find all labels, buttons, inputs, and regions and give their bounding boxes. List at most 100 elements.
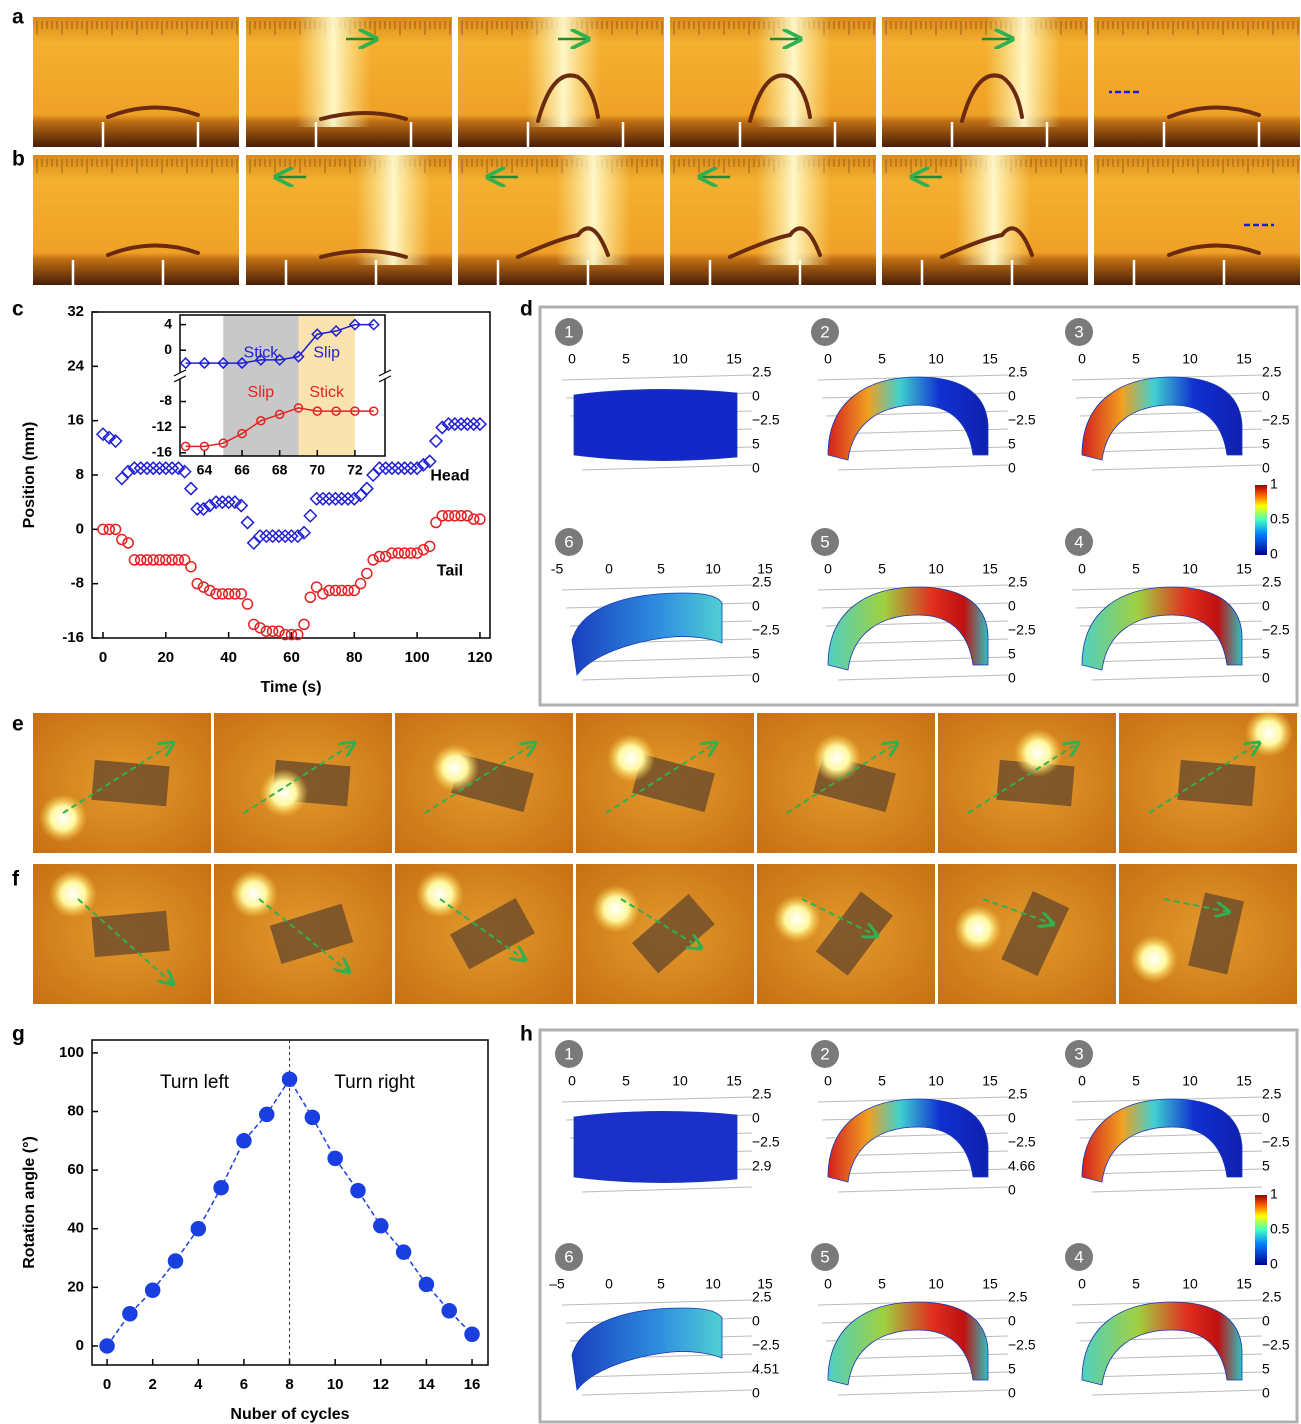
- marker: [303, 508, 318, 523]
- x-tick-label: 0: [99, 649, 107, 666]
- wireframe: [577, 656, 753, 663]
- z-tick-label: −2.5: [1008, 1134, 1036, 1150]
- z-tick-label: 5: [752, 646, 760, 662]
- actuator: [1167, 243, 1261, 257]
- marker: [121, 464, 136, 479]
- marker: [99, 1338, 115, 1354]
- frame-badge: [555, 1243, 583, 1271]
- z-tick-label: −2.5: [1008, 622, 1036, 638]
- marker: [235, 588, 247, 600]
- frame-number: 4: [1074, 1247, 1083, 1266]
- photo: [214, 864, 392, 1004]
- marker: [278, 529, 293, 544]
- wireframe: [577, 1371, 753, 1378]
- marker: [354, 577, 367, 590]
- z-tick-label: 5: [1262, 646, 1270, 662]
- marker: [179, 357, 192, 370]
- z-tick-label: 0: [752, 670, 760, 686]
- region-label: Slip: [313, 344, 340, 361]
- light-beam: [986, 17, 1061, 127]
- marker: [273, 625, 285, 637]
- frame-number: 1: [564, 322, 573, 341]
- ruler: [36, 159, 238, 173]
- marker: [395, 1244, 412, 1260]
- marker: [127, 461, 142, 476]
- z-tick-label: 2.5: [1262, 574, 1282, 590]
- marker: [191, 577, 203, 590]
- photo: [882, 155, 1088, 285]
- marker: [398, 547, 411, 559]
- x-tick-label: 5: [1132, 1073, 1140, 1089]
- frame-number: 2: [820, 322, 829, 341]
- photo: [458, 155, 664, 285]
- marker: [258, 1106, 275, 1123]
- z-tick-label: 2.5: [1262, 1289, 1282, 1305]
- light-spot: [260, 769, 308, 817]
- x-tick-label: 15: [1236, 1276, 1252, 1292]
- marker: [340, 491, 356, 506]
- colorbar-label: 0: [1270, 1256, 1278, 1272]
- marker: [246, 535, 261, 550]
- y-tick-label: -8: [71, 575, 84, 592]
- x-axis-label: Time (s): [260, 679, 321, 696]
- marker: [441, 417, 456, 432]
- photo: [1119, 709, 1297, 853]
- marker: [95, 427, 111, 442]
- actuator: [106, 105, 200, 119]
- marker: [290, 529, 305, 544]
- path-arrow: [1163, 898, 1229, 912]
- marker: [296, 525, 312, 540]
- x-tick-label: 14: [418, 1376, 435, 1393]
- path-arrow: [967, 743, 1078, 814]
- x-tick-label: 5: [878, 1276, 886, 1292]
- colorbar: [1255, 1195, 1267, 1265]
- photo-bg: [33, 17, 239, 147]
- wireframe: [561, 374, 753, 381]
- marker: [348, 318, 361, 331]
- x-tick-label: 70: [310, 462, 326, 478]
- wireframe: [581, 1186, 753, 1193]
- marker: [171, 461, 186, 476]
- marker: [315, 491, 330, 506]
- marker: [271, 529, 286, 544]
- marker: [279, 628, 291, 641]
- y-tick-label: -8: [160, 392, 173, 408]
- marker: [435, 420, 450, 435]
- panel-label: f: [12, 868, 20, 891]
- marker: [405, 547, 417, 559]
- marker: [248, 618, 260, 631]
- wireframe: [561, 584, 753, 591]
- light-beam: [956, 155, 1031, 265]
- actuator: [631, 893, 715, 974]
- x-tick-label: 15: [726, 351, 742, 367]
- marker: [153, 554, 166, 566]
- z-tick-label: 4.51: [752, 1361, 779, 1377]
- z-tick-label: 0: [752, 598, 760, 614]
- path-arrow: [786, 743, 897, 814]
- frame-number: 6: [564, 532, 573, 551]
- x-tick-label: 10: [928, 561, 944, 577]
- x-tick-label: 0: [1078, 1073, 1086, 1089]
- panel-label: b: [12, 148, 25, 171]
- x-tick-label: 15: [982, 351, 998, 367]
- marker: [378, 461, 393, 476]
- marker: [292, 628, 304, 641]
- frame-number: 5: [820, 532, 829, 551]
- z-tick-label: −2.5: [1262, 412, 1290, 428]
- y-tick-label: 24: [67, 357, 84, 374]
- frame-number: 4: [1074, 532, 1083, 551]
- marker: [229, 588, 241, 600]
- wireframe: [581, 674, 753, 681]
- panel-d-frame: [538, 305, 1299, 707]
- photo: [214, 713, 392, 853]
- deformed-body: [1081, 376, 1243, 461]
- photo: [246, 155, 452, 285]
- z-tick-label: 0: [1008, 460, 1016, 476]
- marker: [410, 461, 425, 476]
- wireframe: [837, 1186, 1009, 1193]
- colorbar-label: 0.5: [1270, 511, 1290, 527]
- frame-badge: [555, 1040, 583, 1068]
- x-tick-label: 15: [757, 561, 773, 577]
- region: [223, 315, 299, 456]
- x-tick-label: 0: [568, 1073, 576, 1089]
